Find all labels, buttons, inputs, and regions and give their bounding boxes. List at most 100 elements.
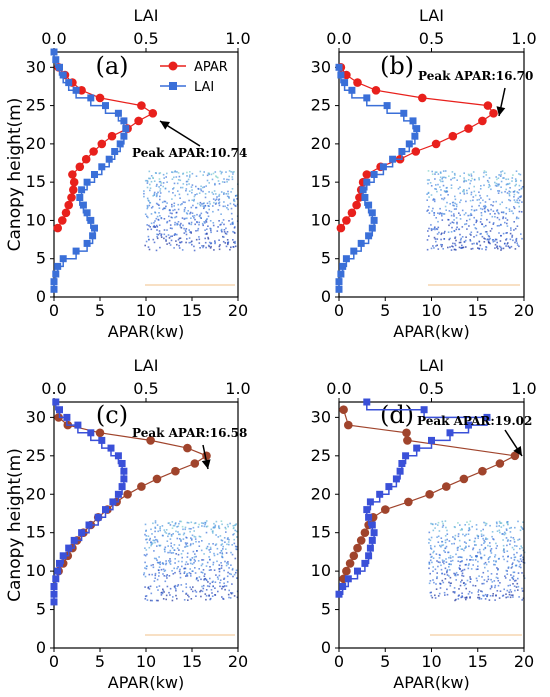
- point-cloud-dot: [175, 215, 178, 218]
- point-cloud-dot: [227, 563, 229, 565]
- point-cloud-dot: [196, 221, 198, 224]
- point-cloud-dot: [516, 191, 519, 193]
- x-top-tick-label: 0.5: [419, 379, 444, 398]
- point-cloud-dot: [167, 533, 170, 535]
- point-cloud-dot: [507, 245, 510, 247]
- point-cloud-dot: [149, 226, 151, 228]
- point-cloud-dot: [505, 232, 507, 234]
- point-cloud-dot: [465, 200, 467, 203]
- point-cloud-dot: [158, 562, 161, 564]
- point-cloud-dot: [443, 238, 446, 240]
- point-cloud-dot: [478, 204, 480, 207]
- point-cloud-dot: [519, 555, 522, 557]
- point-cloud-dot: [180, 227, 183, 229]
- point-cloud-dot: [515, 170, 518, 172]
- point-cloud-dot: [218, 183, 221, 185]
- point-cloud-dot: [451, 559, 454, 562]
- x-bottom-tick-label: 5: [95, 652, 105, 671]
- point-cloud-dot: [428, 582, 431, 585]
- point-cloud-dot: [159, 526, 161, 528]
- point-cloud-dot: [200, 522, 203, 524]
- lai-marker: [85, 521, 93, 529]
- point-cloud-dot: [177, 525, 180, 528]
- apar-marker: [356, 536, 366, 545]
- point-cloud-dot: [230, 246, 232, 249]
- point-cloud-dot: [460, 199, 462, 201]
- point-cloud-dot: [446, 190, 449, 193]
- point-cloud-dot: [168, 190, 170, 193]
- point-cloud-dot: [492, 201, 495, 203]
- point-cloud-dot: [517, 217, 520, 220]
- point-cloud-dot: [512, 594, 514, 596]
- point-cloud-dot: [200, 564, 203, 567]
- lai-marker: [74, 421, 82, 429]
- point-cloud-dot: [231, 567, 234, 570]
- point-cloud-dot: [217, 590, 219, 593]
- point-cloud-dot: [433, 236, 436, 239]
- point-cloud-dot: [432, 570, 434, 572]
- point-cloud-dot: [453, 205, 455, 207]
- point-cloud-dot: [483, 171, 485, 174]
- point-cloud-dot: [144, 598, 147, 600]
- point-cloud-dot: [444, 539, 447, 541]
- point-cloud-dot: [434, 545, 436, 548]
- point-cloud-dot: [499, 240, 502, 242]
- point-cloud-dot: [179, 197, 181, 199]
- point-cloud-dot: [522, 558, 525, 561]
- x-bottom-tick-label: 15: [468, 652, 488, 671]
- point-cloud-dot: [504, 577, 507, 579]
- point-cloud-dot: [520, 554, 523, 556]
- point-cloud-dot: [444, 567, 447, 570]
- point-cloud-dot: [217, 578, 219, 580]
- point-cloud-dot: [479, 552, 482, 555]
- point-cloud-dot: [512, 575, 515, 577]
- point-cloud-dot: [166, 229, 168, 231]
- point-cloud-dot: [162, 173, 165, 176]
- point-cloud-dot: [475, 555, 477, 557]
- point-cloud-dot: [157, 191, 159, 194]
- point-cloud-dot: [426, 248, 429, 251]
- apar-marker: [478, 466, 487, 476]
- point-cloud-dot: [461, 592, 463, 595]
- point-cloud-dot: [179, 241, 181, 244]
- point-cloud-dot: [470, 193, 473, 196]
- point-cloud-dot: [496, 567, 498, 569]
- point-cloud-dot: [430, 247, 433, 250]
- point-cloud-dot: [181, 560, 183, 563]
- point-cloud-dot: [212, 172, 215, 175]
- point-cloud-dot: [174, 216, 176, 219]
- point-cloud-dot: [474, 559, 477, 561]
- point-cloud-dot: [430, 536, 433, 539]
- lai-marker: [56, 559, 63, 567]
- point-cloud-dot: [198, 242, 201, 244]
- point-cloud-dot: [520, 525, 522, 528]
- point-cloud-dot: [180, 553, 183, 555]
- point-cloud-dot: [224, 588, 226, 591]
- point-cloud-dot: [233, 171, 235, 173]
- point-cloud-dot: [206, 585, 209, 587]
- point-cloud-dot: [233, 573, 236, 576]
- point-cloud-dot: [469, 239, 471, 241]
- point-cloud-dot: [223, 569, 225, 572]
- point-cloud-dot: [223, 578, 225, 580]
- lai-marker: [111, 148, 119, 155]
- point-cloud-dot: [191, 184, 194, 186]
- point-cloud-dot: [501, 170, 504, 172]
- point-cloud-dot: [171, 203, 173, 206]
- point-cloud-dot: [510, 574, 512, 576]
- point-cloud-dot: [519, 196, 522, 198]
- point-cloud-dot: [209, 548, 212, 550]
- point-cloud-dot: [437, 183, 439, 186]
- point-cloud-dot: [453, 248, 456, 251]
- point-cloud-dot: [223, 582, 225, 585]
- apar-marker: [495, 459, 505, 468]
- point-cloud-dot: [228, 589, 230, 592]
- point-cloud-dot: [220, 520, 223, 522]
- point-cloud-dot: [200, 188, 202, 190]
- point-cloud-dot: [149, 201, 152, 204]
- point-cloud-dot: [449, 203, 451, 205]
- point-cloud-dot: [227, 208, 229, 211]
- lai-marker: [91, 224, 98, 232]
- y-axis-title: Canopy height(m): [5, 98, 25, 252]
- lai-marker: [78, 186, 86, 194]
